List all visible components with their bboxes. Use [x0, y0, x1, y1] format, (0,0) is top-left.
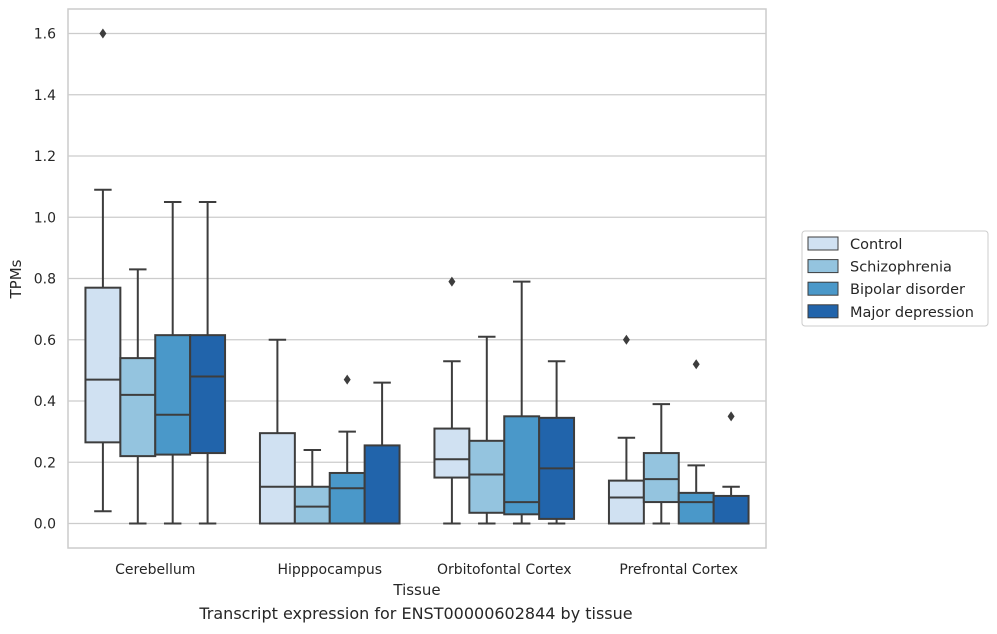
box-bipolar-disorder [154, 200, 192, 525]
box-iqr [293, 485, 331, 525]
box-control [258, 338, 296, 525]
outlier-point [343, 374, 351, 385]
y-tick-label: 0.6 [34, 333, 56, 349]
y-tick-label: 0.2 [34, 455, 56, 471]
box-iqr [712, 494, 750, 525]
box-iqr [677, 491, 715, 525]
box-iqr [154, 334, 192, 456]
box-control [433, 276, 471, 525]
y-tick-labels: 0.0 0.2 0.4 0.6 0.8 1.0 1.2 1.4 1.6 [34, 27, 56, 533]
box-major-depression [363, 381, 401, 525]
y-tick-label: 1.0 [34, 210, 56, 226]
outlier-point [448, 276, 456, 287]
outlier-point [622, 334, 630, 345]
y-tick-label: 1.4 [34, 88, 56, 104]
box-schizophrenia [119, 268, 157, 525]
plot-area-frame [67, 8, 767, 549]
legend-label: Major depression [850, 305, 974, 321]
box-iqr [363, 444, 401, 525]
box-iqr [607, 479, 645, 525]
box-iqr [258, 432, 296, 525]
y-tick-label: 1.6 [34, 27, 56, 43]
box-schizophrenia [642, 403, 680, 525]
y-tick-label: 0.4 [34, 394, 56, 410]
box-iqr [468, 439, 506, 514]
box-iqr [119, 357, 157, 458]
legend-frame [801, 230, 989, 327]
box-iqr [642, 452, 680, 504]
legend-swatch [807, 236, 839, 251]
box-bipolar-disorder [503, 280, 541, 525]
box-control [84, 28, 122, 513]
box-iqr [328, 471, 366, 525]
box-iqr [503, 415, 541, 516]
box-bipolar-disorder [677, 359, 715, 525]
outlier-point [727, 411, 735, 422]
legend-swatch [807, 304, 839, 319]
legend-label: Bipolar disorder [850, 282, 965, 298]
box-major-depression [538, 360, 576, 525]
legend-swatch [807, 259, 839, 274]
legend-label: Schizophrenia [850, 260, 952, 276]
box-schizophrenia [293, 449, 331, 525]
y-tick-label: 1.2 [34, 149, 56, 165]
x-tick-label: Orbitofontal Cortex [437, 562, 572, 578]
box-iqr [433, 427, 471, 479]
box-control [607, 334, 645, 525]
x-tick-labels: Cerebellum Hipppocampus Orbitofontal Corte… [115, 562, 738, 578]
figure-caption: Transcript expression for ENST0000060284… [199, 604, 633, 623]
outlier-point [692, 359, 700, 370]
y-axis-label: TPMs [7, 259, 25, 299]
box-major-depression [189, 200, 227, 525]
y-tick-label: 0.8 [34, 272, 56, 288]
legend-swatch [807, 281, 839, 296]
outlier-point [99, 28, 107, 39]
x-tick-label: Prefrontal Cortex [619, 562, 738, 578]
box-schizophrenia [468, 335, 506, 525]
box-iqr [189, 334, 227, 455]
box-iqr [84, 286, 122, 444]
y-tick-label: 0.0 [34, 517, 56, 533]
x-tick-label: Cerebellum [115, 562, 195, 578]
x-tick-label: Hipppocampus [277, 562, 382, 578]
x-axis-label: Tissue [392, 581, 440, 599]
legend: Control Schizophrenia Bipolar disorder Majo… [801, 230, 989, 327]
legend-label: Control [850, 237, 902, 253]
box-bipolar-disorder [328, 374, 366, 525]
box-major-depression [712, 411, 750, 525]
boxes [84, 28, 750, 525]
